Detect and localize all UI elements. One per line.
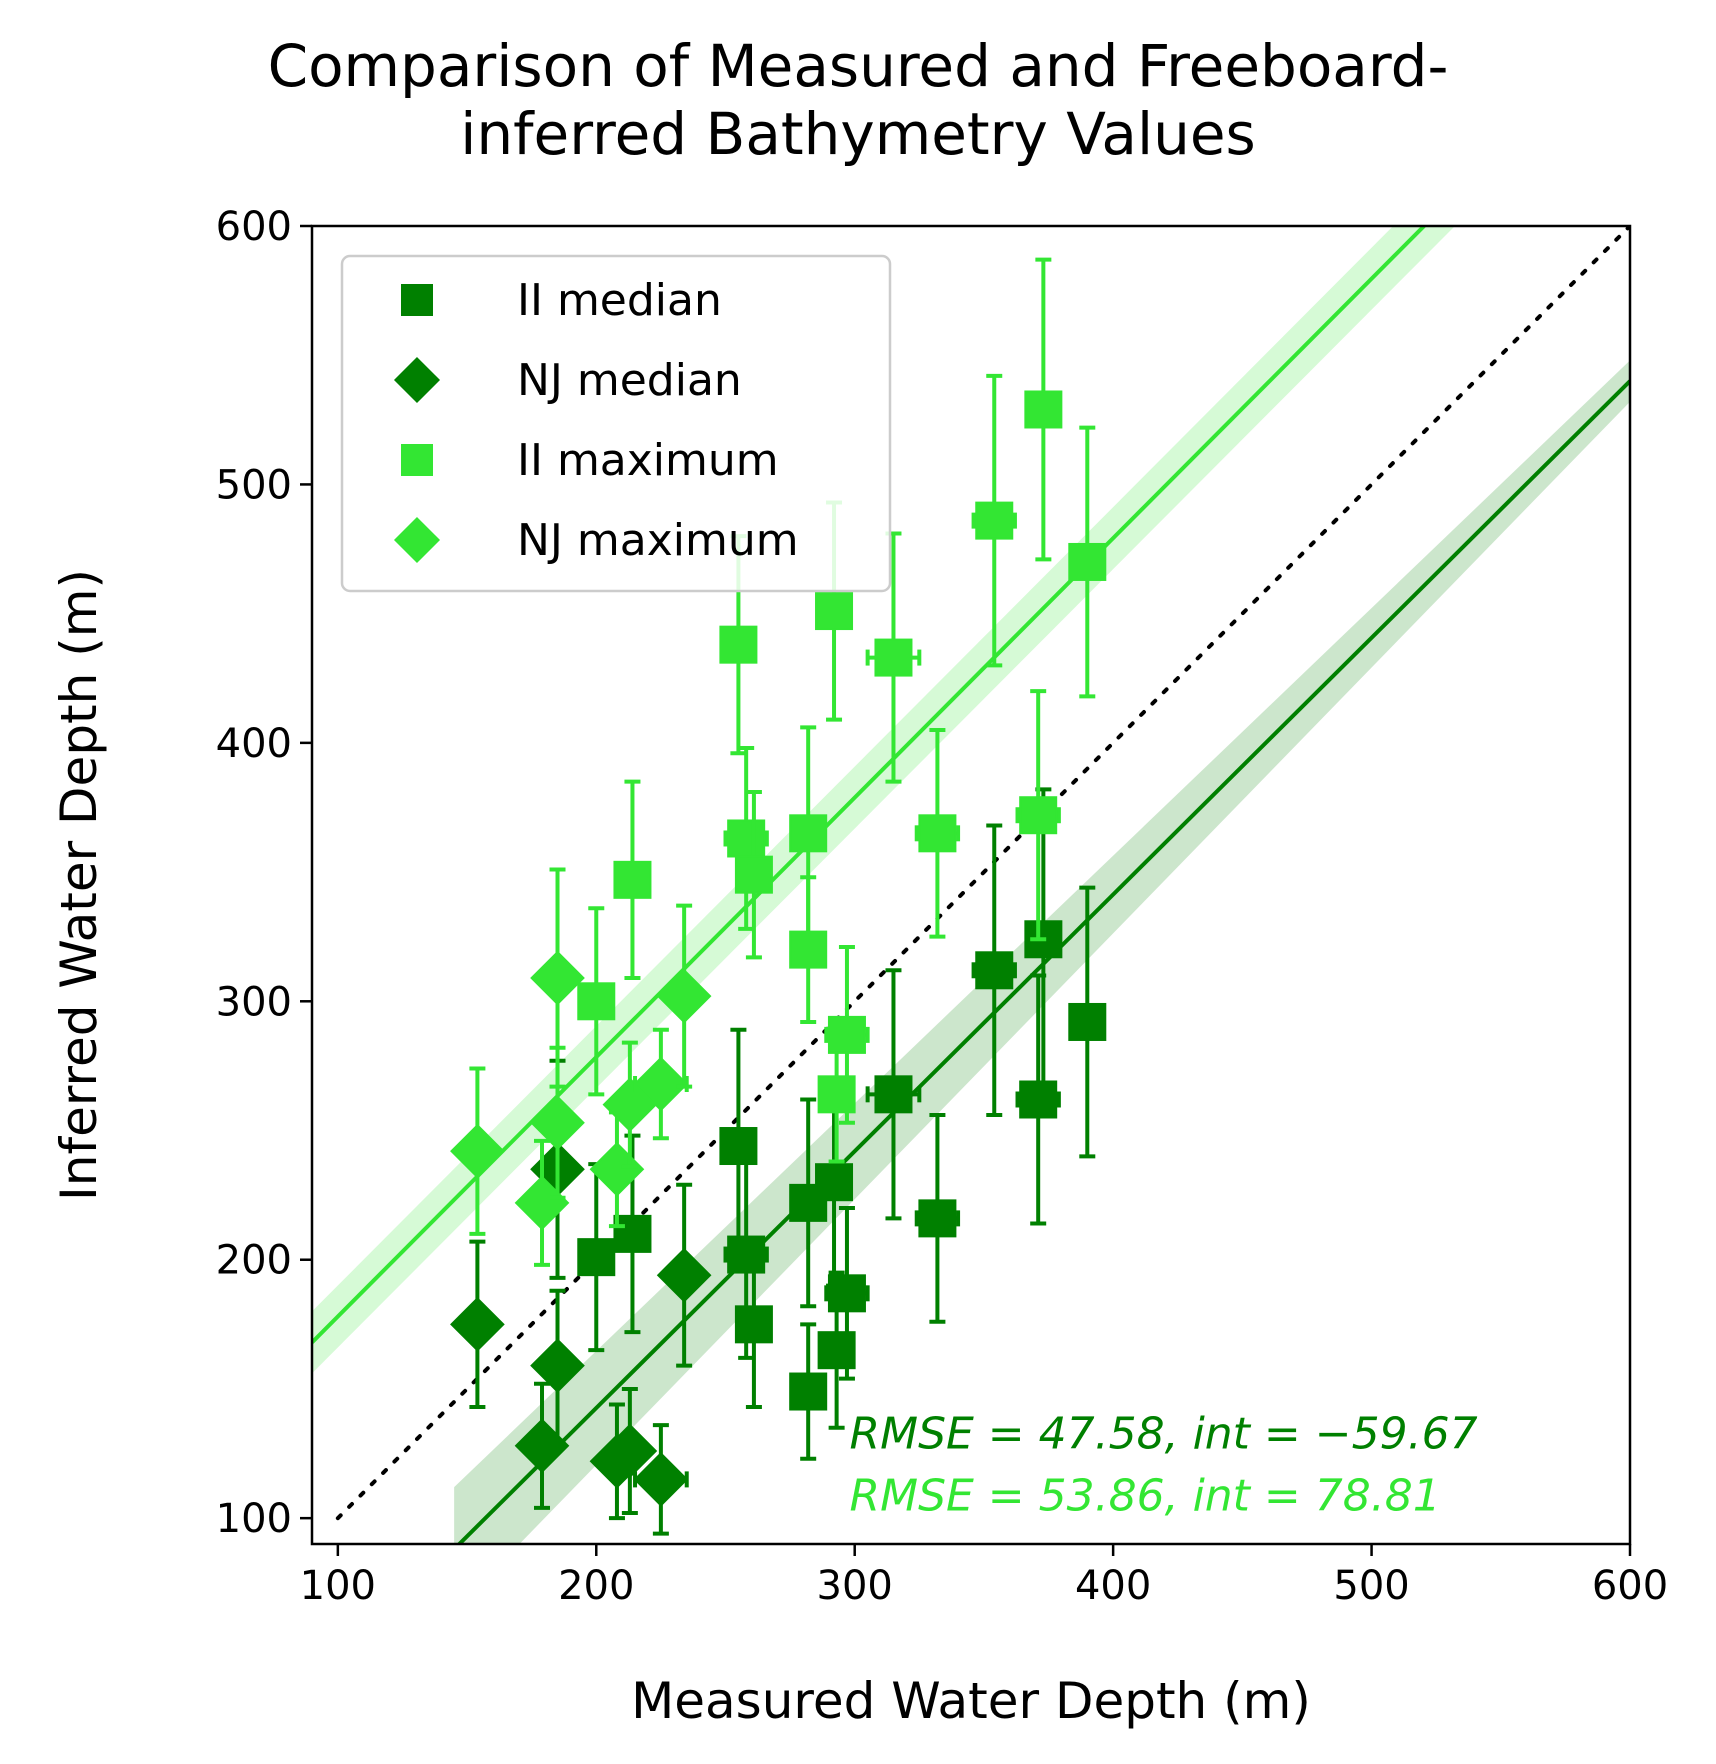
data-point — [789, 1372, 828, 1411]
data-point — [633, 1056, 689, 1112]
data-point — [815, 592, 854, 631]
x-tick-label: 400 — [1075, 1563, 1151, 1609]
series-nj-maximum — [450, 867, 712, 1267]
data-point — [874, 1075, 913, 1114]
y-tick-label: 400 — [216, 721, 292, 767]
rmse-annotation: RMSE = 53.86, int = 78.81 — [850, 1470, 1441, 1521]
data-point — [817, 1075, 856, 1114]
x-axis-label: Measured Water Depth (m) — [631, 1672, 1311, 1730]
fit-line — [312, 226, 1427, 1344]
data-point — [613, 1214, 652, 1253]
legend-label: NJ maximum — [517, 515, 799, 566]
chart-title-line: inferred Bathymetry Values — [460, 100, 1256, 168]
legend-entry: II maximum — [401, 435, 779, 486]
data-point — [815, 1163, 854, 1202]
data-point — [613, 860, 652, 899]
data-point — [975, 951, 1014, 990]
data-point — [530, 1095, 585, 1151]
data-point — [577, 982, 616, 1021]
rmse-annotation: RMSE = 47.58, int = −59.67 — [850, 1408, 1478, 1459]
legend-entry: II median — [401, 275, 722, 326]
data-point — [727, 819, 766, 858]
data-point — [656, 968, 712, 1024]
data-point — [918, 1199, 957, 1238]
data-point — [1068, 1002, 1107, 1041]
data-point — [1068, 542, 1107, 581]
data-point — [450, 1123, 505, 1179]
data-point — [530, 950, 585, 1006]
data-point — [633, 1452, 689, 1507]
plot-frame — [310, 224, 1632, 1546]
data-point — [1019, 1080, 1058, 1119]
x-tick-label: 200 — [558, 1563, 634, 1609]
data-point — [656, 1247, 712, 1303]
data-point — [874, 638, 913, 677]
data-point — [789, 930, 828, 969]
y-tick-label: 300 — [216, 979, 292, 1025]
legend-label: II maximum — [517, 435, 779, 486]
data-point — [530, 1338, 585, 1394]
legend-marker — [393, 516, 441, 564]
legend-entry: NJ median — [393, 355, 742, 406]
data-point — [789, 814, 828, 853]
y-axis-label: Inferred Water Depth (m) — [50, 569, 108, 1201]
data-point — [1024, 390, 1063, 429]
legend-label: NJ median — [517, 355, 742, 406]
fit-confidence-band — [312, 226, 1455, 1374]
legend-box — [340, 254, 892, 593]
data-point — [719, 1127, 758, 1166]
data-point — [734, 855, 773, 894]
x-tick-label: 500 — [1333, 1563, 1409, 1609]
data-point — [827, 1015, 866, 1054]
y-tick-label: 100 — [216, 1496, 292, 1542]
data-point — [589, 1141, 645, 1197]
data-point — [975, 501, 1014, 540]
chart-title-line: Comparison of Measured and Freeboard- — [268, 32, 1449, 100]
legend-entry: NJ maximum — [393, 515, 799, 566]
data-point — [918, 814, 957, 853]
x-tick-label: 600 — [1592, 1563, 1668, 1609]
data-point — [577, 1238, 616, 1277]
y-tick-label: 200 — [216, 1238, 292, 1284]
data-point — [450, 1296, 505, 1352]
y-tick-label: 500 — [216, 462, 292, 508]
x-tick-label: 100 — [300, 1563, 376, 1609]
data-point — [827, 1274, 866, 1313]
data-point — [817, 1331, 856, 1370]
legend-marker — [401, 444, 433, 476]
identity-line — [335, 226, 1630, 1521]
data-point — [602, 1423, 658, 1479]
data-point — [1019, 796, 1058, 835]
legend-marker — [401, 284, 433, 316]
data-point — [719, 625, 758, 664]
legend-marker — [393, 356, 441, 404]
x-tick-label: 300 — [817, 1563, 893, 1609]
y-tick-label: 600 — [216, 204, 292, 250]
legend-label: II median — [517, 275, 722, 326]
series-ii-maximum — [577, 257, 1107, 1164]
data-point — [734, 1305, 773, 1344]
